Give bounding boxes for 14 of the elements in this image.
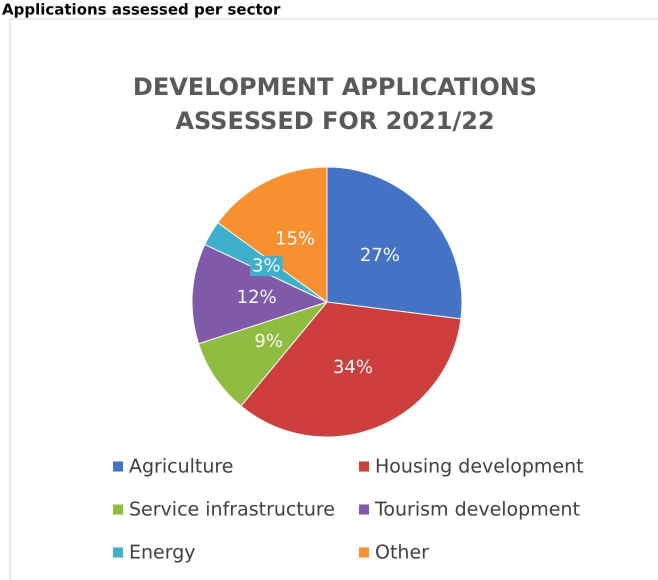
legend-label: Tourism development (374, 498, 580, 520)
chart-title: DEVELOPMENT APPLICATIONS ASSESSED FOR 2021/22 (132, 73, 538, 135)
text: Applications assessed per sector (2, 0, 281, 18)
data-label: 12% (236, 287, 277, 308)
data-label: 27% (360, 244, 400, 266)
data-label: 34% (332, 357, 373, 378)
legend-label: Other (375, 542, 430, 564)
legend-label: Service infrastructure (129, 498, 335, 520)
data-label: 15% (274, 228, 315, 250)
legend-label: Energy (129, 542, 196, 564)
data-label: 3% (252, 256, 281, 277)
legend-label: Agriculture (129, 456, 234, 478)
data-label: 9% (254, 331, 283, 352)
legend-label: Housing development (375, 456, 584, 478)
